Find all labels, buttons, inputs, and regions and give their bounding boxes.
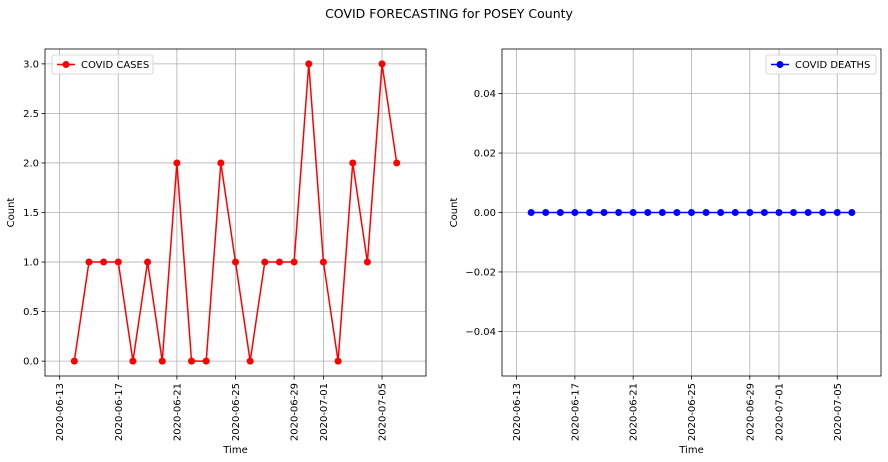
x-tick-label: 2020-06-21: [172, 383, 183, 441]
data-point: [246, 357, 254, 365]
data-point: [819, 209, 827, 216]
data-point: [760, 209, 768, 216]
data-point: [232, 258, 239, 266]
y-tick-label: 0.5: [23, 307, 39, 318]
x-tick-label: 2020-07-05: [378, 383, 389, 441]
legend-label: COVID CASES: [81, 60, 149, 71]
data-point: [833, 209, 841, 216]
y-tick-label: 0.0: [23, 357, 39, 368]
data-point: [600, 209, 608, 216]
x-tick-label: 2020-07-01: [774, 383, 785, 441]
data-point: [85, 258, 93, 266]
legend-box: [51, 54, 154, 75]
data-point: [571, 209, 579, 216]
data-point: [585, 209, 593, 216]
data-point: [556, 209, 564, 216]
data-point: [334, 357, 342, 365]
axes-frame: [44, 48, 427, 377]
data-point: [363, 258, 371, 266]
x-tick-label: 2020-06-13: [55, 383, 66, 441]
deaths-plot: −0.04 −0.02 0.00 0.02 0.04 2020-06-13 2020-06-…: [449, 48, 882, 456]
data-point: [848, 209, 856, 216]
data-point: [673, 209, 681, 216]
data-point: [129, 357, 137, 365]
data-point: [217, 159, 225, 167]
x-tick-label: 2020-06-25: [687, 383, 698, 441]
x-tick-label: 2020-06-17: [570, 383, 581, 441]
y-tick-label: 3.0: [23, 59, 39, 70]
data-point: [158, 357, 166, 365]
legend-box: [765, 54, 877, 75]
axes-frame: [501, 48, 882, 377]
x-tick-label: 2020-06-13: [512, 383, 523, 441]
data-point: [790, 209, 798, 216]
y-axis-label: Count: [449, 198, 460, 228]
data-point: [644, 209, 652, 216]
y-tick-label: 0.02: [474, 149, 496, 160]
x-axis-label: Time: [678, 445, 703, 456]
x-tick-label: 2020-07-01: [319, 383, 330, 441]
data-point: [100, 258, 108, 266]
data-point: [202, 357, 210, 365]
y-tick-label: −0.04: [465, 327, 496, 338]
y-axis-label: Count: [6, 198, 17, 228]
x-tick-label: 2020-06-29: [745, 383, 756, 441]
data-point: [804, 209, 812, 216]
data-point: [144, 258, 152, 266]
y-tick-label: 0.00: [474, 208, 496, 219]
data-point: [746, 209, 754, 216]
data-point: [717, 209, 725, 216]
data-point: [775, 209, 783, 216]
data-point: [658, 209, 666, 216]
data-point: [275, 258, 283, 266]
data-point: [542, 209, 550, 216]
data-point: [615, 209, 623, 216]
data-point: [188, 357, 196, 365]
data-point: [629, 209, 637, 216]
data-point: [349, 159, 357, 167]
legend-marker: [62, 61, 70, 68]
y-tick-label: 2.0: [23, 158, 39, 169]
data-point: [290, 258, 298, 266]
data-point: [702, 209, 710, 216]
y-tick-label: −0.02: [465, 267, 496, 278]
data-point: [70, 357, 78, 365]
x-tick-label: 2020-06-25: [231, 383, 242, 441]
data-point: [731, 209, 739, 216]
data-point: [688, 209, 695, 216]
data-point: [527, 209, 535, 216]
legend-marker: [776, 61, 784, 68]
data-point: [393, 159, 401, 167]
x-tick-label: 2020-07-05: [833, 383, 844, 441]
data-point: [378, 60, 386, 68]
y-tick-label: 1.5: [23, 208, 39, 219]
data-point: [305, 60, 313, 68]
data-point: [114, 258, 122, 266]
y-tick-label: 0.04: [474, 89, 496, 100]
legend-label: COVID DEATHS: [795, 60, 870, 71]
cases-plot: 0.0 0.5 1.0 1.5 2.0 2.5 3.0 2020-06-13 2020-06-1…: [6, 48, 427, 456]
figure-title: COVID FORECASTING for POSEY County: [325, 6, 573, 21]
y-tick-label: 1.0: [23, 258, 39, 269]
x-axis-label: Time: [222, 445, 247, 456]
data-point: [261, 258, 269, 266]
data-point: [173, 159, 181, 167]
x-tick-label: 2020-06-21: [629, 383, 640, 441]
x-tick-label: 2020-06-17: [114, 383, 125, 441]
data-point: [319, 258, 327, 266]
x-tick-label: 2020-06-29: [290, 383, 301, 441]
y-tick-label: 2.5: [23, 109, 39, 120]
